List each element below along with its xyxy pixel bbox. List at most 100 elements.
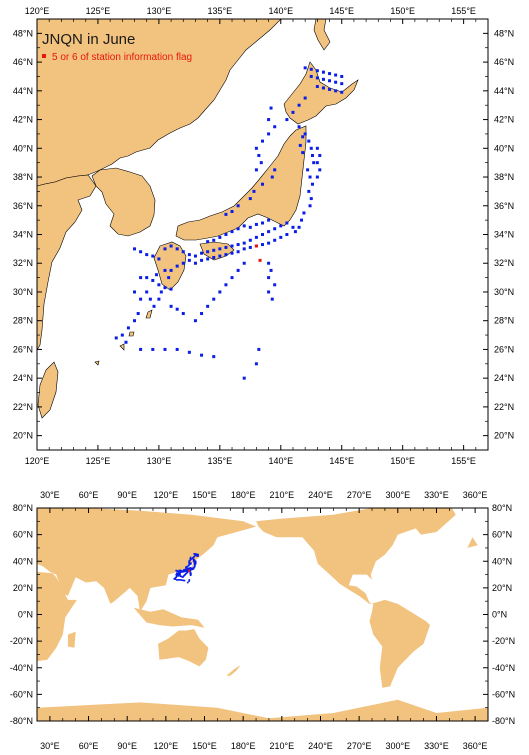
world-map-land xyxy=(37,508,488,721)
flagged-station-marker xyxy=(188,570,191,573)
station-marker xyxy=(187,565,190,567)
station-marker xyxy=(309,197,313,201)
lon-tick-label-bottom: 150°E xyxy=(192,741,217,751)
lat-tick-label-right: 60°N xyxy=(492,530,512,540)
station-marker xyxy=(177,572,180,574)
station-marker xyxy=(303,66,307,70)
station-marker xyxy=(191,568,194,571)
station-marker xyxy=(321,77,325,81)
station-marker xyxy=(180,575,183,578)
station-marker xyxy=(189,571,192,573)
station-marker xyxy=(269,268,273,272)
station-marker xyxy=(303,96,307,100)
lon-tick-label-bottom: 120°E xyxy=(154,741,179,751)
map-title: JNQN in June xyxy=(42,31,135,48)
station-marker xyxy=(261,139,264,143)
lat-tick-label-left: 34°N xyxy=(13,230,33,240)
lon-tick-label-top: 140°E xyxy=(268,6,293,16)
lat-tick-label-left: 48°N xyxy=(13,28,33,38)
lat-tick-label-right: 38°N xyxy=(494,172,514,182)
station-marker xyxy=(186,581,189,584)
land-korea xyxy=(91,167,156,237)
lon-tick-label-top: 330°E xyxy=(424,490,449,500)
station-marker xyxy=(340,82,344,86)
station-marker xyxy=(218,235,222,239)
lat-tick-label-left: 40°N xyxy=(13,556,33,566)
lon-tick-label-bottom: 130°E xyxy=(147,456,172,466)
lat-tick-label-right: 44°N xyxy=(494,86,514,96)
station-marker xyxy=(308,175,312,179)
lon-tick-label-bottom: 125°E xyxy=(86,456,111,466)
lat-tick-label-right: 80°N xyxy=(492,503,512,513)
lon-tick-label-bottom: 180°E xyxy=(231,741,256,751)
station-marker xyxy=(133,290,137,294)
station-marker xyxy=(159,290,163,294)
lon-tick-label-top: 60°E xyxy=(79,490,99,500)
lat-tick-label-right: 24°N xyxy=(494,373,514,383)
station-marker xyxy=(315,85,319,89)
station-marker xyxy=(254,362,258,366)
land-china-coast xyxy=(37,174,97,351)
lon-tick-label-bottom: 145°E xyxy=(329,456,354,466)
land-eurasia xyxy=(37,508,257,612)
station-marker xyxy=(154,273,158,277)
station-marker xyxy=(218,290,222,294)
land-america xyxy=(256,508,447,688)
station-marker xyxy=(291,225,295,229)
station-marker xyxy=(267,261,271,265)
station-marker xyxy=(309,74,313,78)
lat-tick-label-left: -20°N xyxy=(10,636,33,646)
station-marker xyxy=(252,189,256,193)
station-marker xyxy=(175,347,179,351)
station-marker xyxy=(285,233,289,236)
lon-tick-label-bottom: 120°E xyxy=(25,456,50,466)
station-marker xyxy=(178,572,181,575)
station-marker xyxy=(267,276,271,280)
station-marker xyxy=(340,74,344,78)
station-marker xyxy=(318,168,322,172)
station-marker xyxy=(139,297,143,301)
station-marker xyxy=(230,230,234,234)
station-marker xyxy=(181,312,185,316)
station-marker xyxy=(151,347,155,351)
regional-map: JNQN in June 5 or 6 of station informati… xyxy=(13,6,514,466)
lat-tick-label-right: -60°N xyxy=(492,689,515,699)
station-marker xyxy=(236,243,240,247)
lon-tick-label-top: 180°E xyxy=(231,490,256,500)
land-uk xyxy=(467,537,478,548)
land-indonesia xyxy=(133,607,205,628)
station-marker xyxy=(181,250,185,254)
lon-tick-label-bottom: 210°E xyxy=(270,741,295,751)
flagged-station-marker xyxy=(188,569,190,572)
lat-tick-label-left: -60°N xyxy=(10,689,33,699)
station-marker xyxy=(334,73,338,77)
station-marker xyxy=(273,283,277,287)
lat-tick-label-right: 32°N xyxy=(494,258,514,268)
lon-tick-label-bottom: 150°E xyxy=(390,456,415,466)
station-marker xyxy=(248,197,252,201)
station-marker xyxy=(188,579,191,581)
lat-tick-label-left: 20°N xyxy=(13,431,33,441)
station-marker xyxy=(139,347,143,351)
station-marker xyxy=(189,556,192,559)
station-marker xyxy=(236,268,240,272)
station-marker xyxy=(187,350,191,354)
land-taiwan xyxy=(37,361,59,419)
station-marker xyxy=(151,278,155,282)
station-marker xyxy=(176,579,178,581)
lon-tick-label-bottom: 330°E xyxy=(424,741,449,751)
lon-tick-label-top: 150°E xyxy=(192,490,217,500)
station-marker xyxy=(200,251,204,255)
station-marker xyxy=(297,225,301,229)
lon-tick-label-top: 135°E xyxy=(208,6,233,16)
station-marker xyxy=(230,276,234,280)
station-marker xyxy=(261,233,264,236)
station-marker xyxy=(145,253,149,257)
lon-tick-label-top: 210°E xyxy=(270,490,295,500)
station-marker xyxy=(315,175,319,179)
station-marker xyxy=(139,276,143,280)
station-marker xyxy=(163,286,167,290)
station-marker xyxy=(230,244,234,248)
land-honshu xyxy=(175,125,307,241)
station-marker xyxy=(218,254,222,258)
